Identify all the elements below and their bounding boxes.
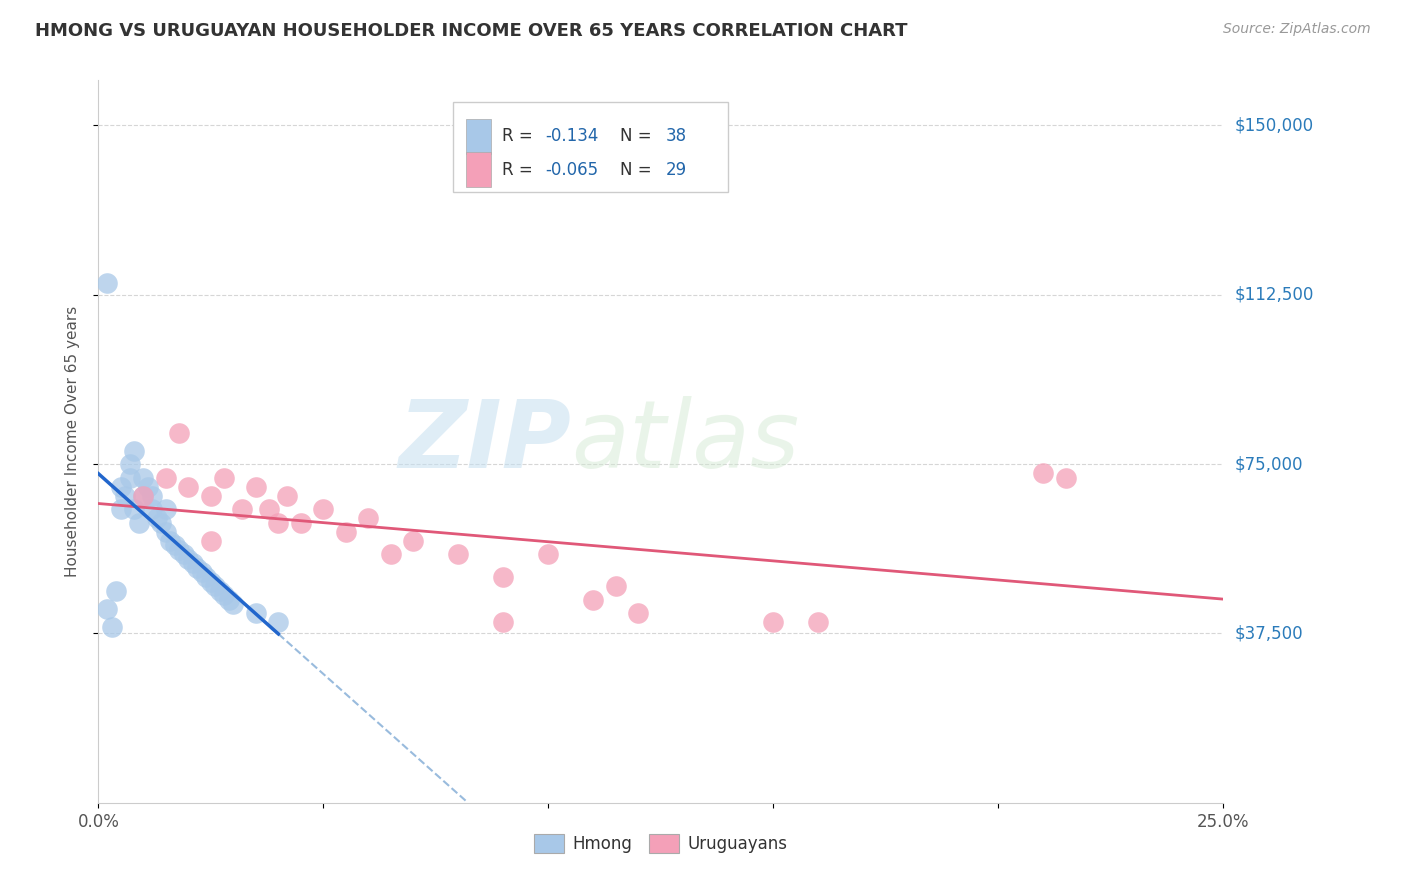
FancyBboxPatch shape — [453, 102, 728, 193]
Point — [582, 592, 605, 607]
Point — [124, 502, 146, 516]
Point — [169, 542, 191, 557]
Point — [124, 443, 146, 458]
Legend: Hmong, Uruguayans: Hmong, Uruguayans — [527, 827, 794, 860]
Point — [537, 548, 560, 562]
Point — [141, 489, 163, 503]
Point — [447, 548, 470, 562]
Text: $75,000: $75,000 — [1234, 455, 1303, 473]
Point — [627, 606, 650, 620]
Point — [96, 277, 118, 291]
Text: $150,000: $150,000 — [1234, 117, 1313, 135]
Text: atlas: atlas — [571, 396, 799, 487]
Point — [807, 615, 830, 630]
Point — [128, 516, 150, 530]
Point — [132, 470, 155, 484]
Text: ZIP: ZIP — [398, 395, 571, 488]
Point — [177, 480, 200, 494]
Point — [118, 457, 141, 471]
Point — [150, 516, 173, 530]
Y-axis label: Householder Income Over 65 years: Householder Income Over 65 years — [65, 306, 80, 577]
Text: Source: ZipAtlas.com: Source: ZipAtlas.com — [1223, 22, 1371, 37]
Point — [169, 425, 191, 440]
Text: $37,500: $37,500 — [1234, 624, 1303, 642]
Point — [114, 489, 136, 503]
Point — [402, 533, 425, 548]
Point — [357, 511, 380, 525]
Point — [1032, 466, 1054, 480]
Point — [132, 489, 155, 503]
Text: N =: N = — [620, 161, 652, 178]
Point — [380, 548, 402, 562]
Point — [200, 533, 222, 548]
Point — [267, 615, 290, 630]
Point — [276, 489, 298, 503]
Text: R =: R = — [502, 161, 533, 178]
Point — [186, 561, 208, 575]
Text: -0.065: -0.065 — [546, 161, 598, 178]
Point — [155, 524, 177, 539]
Point — [177, 552, 200, 566]
Point — [204, 579, 226, 593]
Text: N =: N = — [620, 128, 652, 145]
Point — [146, 511, 169, 525]
Point — [259, 502, 281, 516]
Point — [200, 574, 222, 589]
Point — [96, 601, 118, 615]
Point — [492, 570, 515, 584]
Point — [245, 480, 267, 494]
Point — [118, 470, 141, 484]
Text: $112,500: $112,500 — [1234, 285, 1313, 304]
Point — [200, 489, 222, 503]
Text: -0.134: -0.134 — [546, 128, 599, 145]
Point — [605, 579, 627, 593]
Point — [312, 502, 335, 516]
Point — [195, 570, 218, 584]
Point — [105, 583, 128, 598]
Text: 29: 29 — [665, 161, 686, 178]
Point — [155, 502, 177, 516]
Point — [110, 480, 132, 494]
Point — [290, 516, 312, 530]
Point — [159, 533, 181, 548]
Point — [155, 470, 177, 484]
Text: 38: 38 — [665, 128, 686, 145]
Point — [762, 615, 785, 630]
Point — [222, 597, 245, 611]
Point — [191, 566, 214, 580]
Point — [208, 583, 231, 598]
Text: R =: R = — [502, 128, 533, 145]
Point — [245, 606, 267, 620]
Point — [132, 489, 155, 503]
Point — [163, 538, 186, 552]
Point — [214, 588, 236, 602]
Point — [110, 502, 132, 516]
Point — [136, 480, 159, 494]
Point — [231, 502, 253, 516]
Point — [101, 620, 124, 634]
Text: HMONG VS URUGUAYAN HOUSEHOLDER INCOME OVER 65 YEARS CORRELATION CHART: HMONG VS URUGUAYAN HOUSEHOLDER INCOME OV… — [35, 22, 908, 40]
Point — [492, 615, 515, 630]
Point — [141, 502, 163, 516]
Point — [218, 592, 240, 607]
Point — [214, 470, 236, 484]
Point — [173, 548, 195, 562]
Point — [335, 524, 357, 539]
Point — [267, 516, 290, 530]
Bar — [467, 119, 491, 153]
Point — [1054, 470, 1077, 484]
Bar — [467, 153, 491, 187]
Point — [181, 557, 204, 571]
